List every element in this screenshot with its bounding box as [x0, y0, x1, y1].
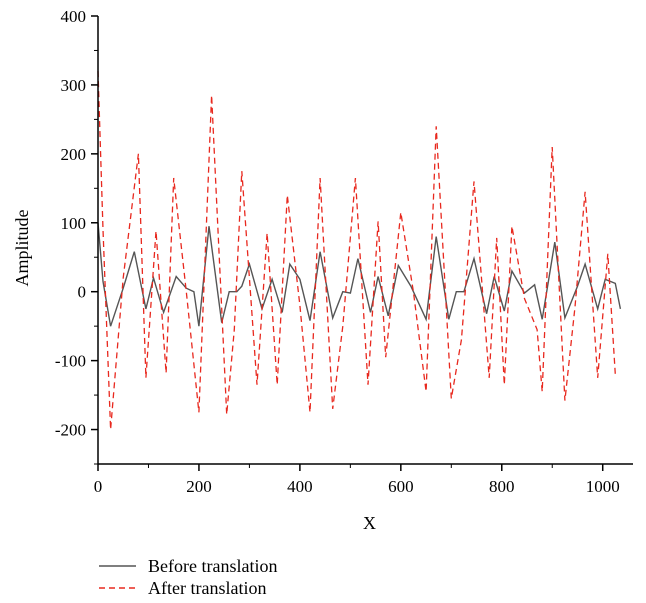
- x-tick-label: 600: [388, 477, 414, 496]
- x-tick-label: 800: [489, 477, 515, 496]
- series-line-after: [97, 71, 616, 430]
- x-tick-label: 1000: [586, 477, 620, 496]
- y-tick-label: 300: [61, 76, 87, 95]
- legend-label-after: After translation: [148, 578, 266, 598]
- x-tick-label: 200: [186, 477, 212, 496]
- y-tick-label: 0: [78, 283, 87, 302]
- series-lines: [97, 71, 622, 430]
- x-tick-label: 0: [94, 477, 103, 496]
- x-axis-ticks: 0 200 400 600 800 1000: [94, 464, 620, 496]
- y-tick-label: -100: [55, 352, 86, 371]
- legend-item-after: After translation: [99, 578, 266, 598]
- y-axis-ticks: 400 300 200 100 0 -100 -200: [55, 7, 98, 465]
- y-tick-label: -200: [55, 421, 86, 440]
- legend: Before translation After translation: [99, 556, 277, 598]
- x-tick-label: 400: [287, 477, 313, 496]
- y-tick-label: 400: [61, 7, 87, 26]
- plot-area: [97, 71, 622, 430]
- legend-item-before: Before translation: [99, 556, 277, 576]
- y-tick-label: 100: [61, 214, 87, 233]
- y-tick-label: 200: [61, 145, 87, 164]
- x-axis-title: X: [363, 513, 376, 533]
- y-axis-title: Amplitude: [12, 209, 32, 286]
- legend-label-before: Before translation: [148, 556, 277, 576]
